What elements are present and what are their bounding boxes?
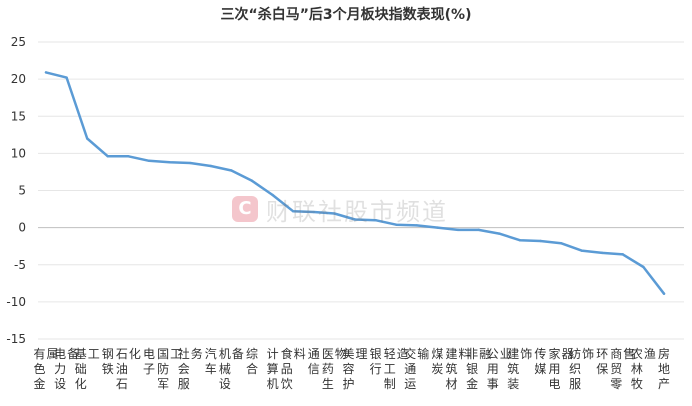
x-tick-label: 基础化工 <box>75 347 100 391</box>
data-point <box>230 169 233 172</box>
x-tick-label: 轻工制造 <box>384 347 409 391</box>
x-tick-label: 医药生物 <box>322 347 347 391</box>
y-tick-label: 5 <box>18 184 26 198</box>
data-point <box>312 210 315 214</box>
data-point <box>127 155 130 158</box>
x-tick-label: 纺织服饰 <box>569 347 594 391</box>
data-point <box>65 76 68 79</box>
x-tick-label: 电子 <box>143 347 155 376</box>
data-point <box>209 164 212 168</box>
y-tick-label: 10 <box>11 146 26 160</box>
data-point <box>106 155 110 158</box>
x-tick-label: 交通运输 <box>404 346 429 391</box>
data-point <box>456 228 460 232</box>
watermark-logo-icon: C <box>232 196 258 222</box>
x-tick-label: 建筑装饰 <box>507 347 532 391</box>
y-tick-label: -15 <box>6 332 26 346</box>
x-tick-label: 环保 <box>596 347 608 376</box>
x-tick-label: 通信 <box>308 347 320 376</box>
x-tick-label: 商贸零售 <box>610 346 635 391</box>
x-tick-label: 电力设备 <box>54 347 79 391</box>
x-tick-label: 银行 <box>370 347 382 376</box>
y-tick-label: 20 <box>11 72 26 86</box>
x-tick-label: 美容护理 <box>342 347 367 391</box>
x-tick-label: 社会服务 <box>178 346 203 391</box>
data-point <box>415 224 418 227</box>
data-point <box>44 71 48 74</box>
x-tick-label: 计算机 <box>267 347 279 391</box>
data-point <box>353 218 357 221</box>
watermark: C 财联社股市频道 <box>232 193 448 226</box>
watermark-text: 财联社股市频道 <box>266 197 448 226</box>
data-point <box>86 137 89 140</box>
data-point <box>477 228 480 232</box>
x-tick-label: 煤炭 <box>431 347 443 376</box>
data-point <box>333 212 336 215</box>
x-tick-label: 公用事业 <box>487 347 512 391</box>
x-tick-label: 传媒 <box>534 346 546 376</box>
data-point <box>250 179 254 183</box>
data-point <box>498 232 501 235</box>
data-point <box>189 161 192 165</box>
x-tick-label: 综合 <box>246 347 258 376</box>
x-tick-label: 建筑材料 <box>445 347 470 391</box>
data-point <box>559 242 563 245</box>
x-tick-label: 食品饮料 <box>281 346 306 391</box>
data-point <box>601 251 604 255</box>
data-point <box>642 265 645 269</box>
y-tick-label: 25 <box>11 35 26 49</box>
data-point <box>395 223 398 226</box>
y-tick-label: -5 <box>14 258 26 272</box>
data-point <box>168 161 171 164</box>
series-line <box>44 71 666 295</box>
data-point <box>292 210 295 213</box>
data-point <box>662 292 666 295</box>
y-tick-label: 15 <box>11 109 26 123</box>
x-tick-label: 机械设备 <box>219 347 244 391</box>
x-tick-label: 有色金属 <box>33 347 58 391</box>
x-tick-label: 国防军工 <box>157 347 182 391</box>
x-tick-label: 汽车 <box>205 346 217 376</box>
data-point <box>518 239 521 242</box>
x-tick-label: 钢铁 <box>102 347 114 376</box>
chart-title: 三次“杀白马”后3个月板块指数表现(%) <box>220 7 472 23</box>
data-point <box>580 249 583 252</box>
x-tick-label: 房地产 <box>658 346 670 391</box>
data-point <box>621 253 624 256</box>
x-tick-label: 非银金融 <box>466 347 491 391</box>
data-point <box>436 226 439 229</box>
x-tick-label: 石油石化 <box>116 347 141 391</box>
data-point <box>147 159 151 162</box>
x-tick-label: 农林牧渔 <box>631 347 656 391</box>
data-point <box>374 219 377 222</box>
y-tick-label: -10 <box>6 295 26 309</box>
x-tick-label: 家用电器 <box>548 346 573 391</box>
data-point <box>539 239 542 243</box>
data-point <box>271 193 274 197</box>
y-tick-label: 0 <box>18 221 26 235</box>
